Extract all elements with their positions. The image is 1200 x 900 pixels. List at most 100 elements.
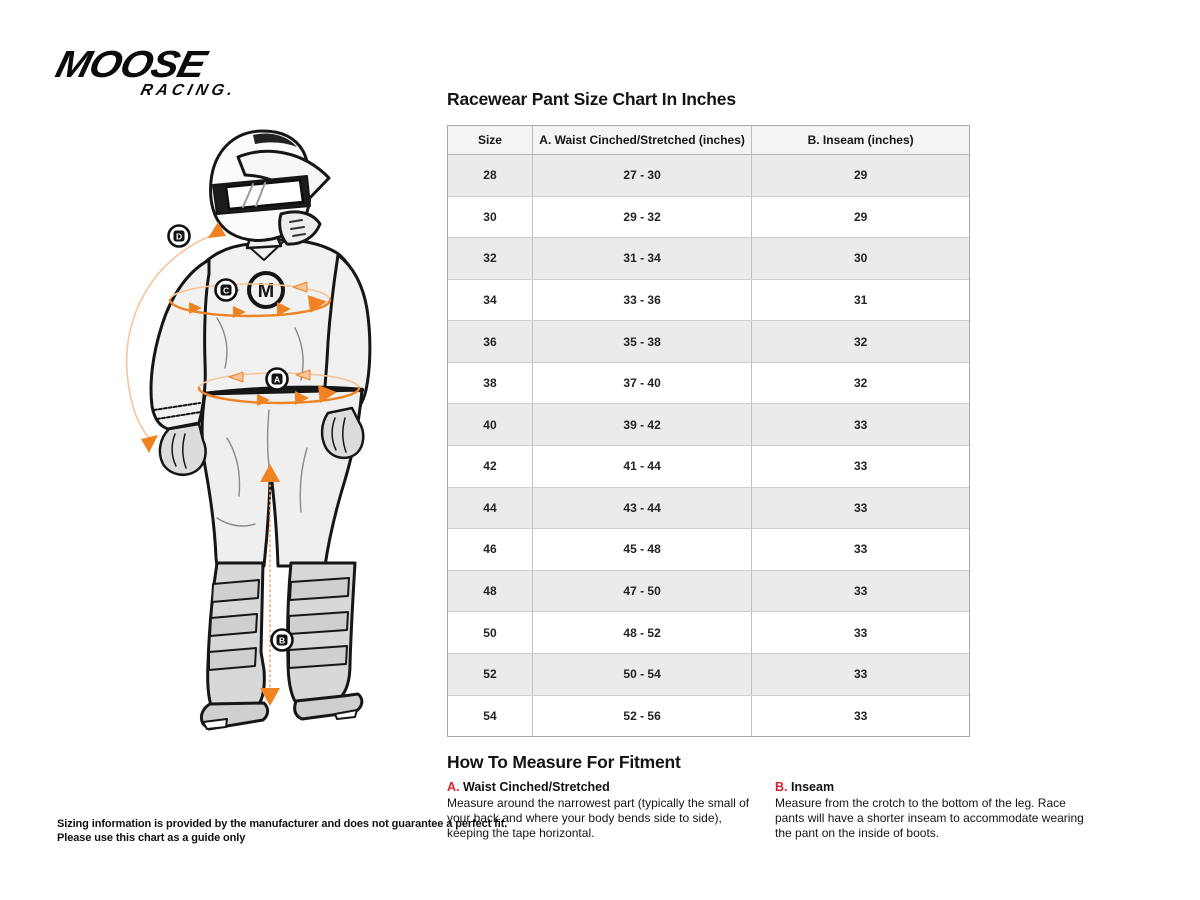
table-cell: 29 bbox=[853, 209, 868, 224]
table-cell: 50 - 54 bbox=[533, 653, 753, 695]
jersey-left-arm bbox=[149, 258, 211, 431]
table-cell: 41 - 44 bbox=[533, 446, 753, 487]
table-cell: 33 bbox=[853, 667, 868, 682]
table-row: 28 27 - 30 29 bbox=[448, 155, 969, 197]
size-chart-title: Racewear Pant Size Chart In Inches bbox=[447, 89, 736, 109]
table-header-cell: Size bbox=[448, 126, 533, 154]
left-glove-fingers bbox=[171, 433, 187, 469]
table-row: 36 35 - 38 32 bbox=[448, 321, 969, 363]
svg-text:A: A bbox=[274, 374, 280, 384]
marker-d: D bbox=[167, 224, 191, 248]
table-row: 42 41 - 44 33 bbox=[448, 446, 969, 488]
table-cell: 33 - 36 bbox=[533, 279, 753, 321]
table-cell: 29 - 32 bbox=[533, 196, 753, 238]
measure-item: A. Waist Cinched/Stretched Measure around… bbox=[447, 780, 755, 840]
measure-items: A. Waist Cinched/Stretched Measure around… bbox=[447, 780, 1091, 840]
chest-measure bbox=[168, 281, 332, 318]
table-body: 28 27 - 30 29 30 29 - 32 29 32 31 - 34 30 34 33 - … bbox=[448, 155, 969, 737]
table-header-cell: B. Inseam (inches) bbox=[807, 133, 914, 147]
measure-label: Waist Cinched/Stretched bbox=[462, 780, 610, 794]
right-boot bbox=[286, 561, 364, 721]
table-cell: 40 bbox=[448, 404, 533, 446]
table-cell: 38 bbox=[448, 362, 533, 404]
table-cell: 43 - 44 bbox=[533, 487, 753, 529]
table-cell: 34 bbox=[448, 279, 533, 321]
table-cell: 35 - 38 bbox=[533, 321, 753, 362]
table-cell: 52 - 56 bbox=[533, 695, 753, 737]
measure-letter: A. bbox=[447, 780, 463, 794]
table-header-row: Size A. Waist Cinched/Stretched (inches) B… bbox=[448, 126, 969, 155]
table-row: 46 45 - 48 33 bbox=[448, 529, 969, 571]
helmet bbox=[209, 129, 331, 246]
table-cell: 46 bbox=[448, 529, 533, 570]
table-cell: 39 - 42 bbox=[533, 404, 753, 446]
table-cell: 32 bbox=[853, 334, 868, 349]
size-table: Size A. Waist Cinched/Stretched (inches) B… bbox=[447, 125, 970, 737]
table-cell: 37 - 40 bbox=[533, 362, 753, 404]
chin-vents bbox=[289, 219, 306, 237]
measure-item-heading: B. Inseam bbox=[775, 780, 1091, 794]
table-cell: 54 bbox=[448, 695, 533, 737]
table-cell: 33 bbox=[853, 417, 868, 432]
table-row: 48 47 - 50 33 bbox=[448, 570, 969, 613]
table-cell: 30 bbox=[853, 251, 868, 266]
marker-c: C bbox=[214, 278, 238, 302]
svg-text:M: M bbox=[258, 280, 275, 302]
table-row: 30 29 - 32 29 bbox=[448, 196, 969, 239]
table-row: 54 52 - 56 33 bbox=[448, 695, 969, 737]
measure-description: Measure from the crotch to the bottom of… bbox=[775, 796, 1084, 840]
table-cell: 50 bbox=[448, 612, 533, 653]
table-cell: 44 bbox=[448, 487, 533, 529]
measure-letter: B. bbox=[775, 780, 791, 794]
table-cell: 45 - 48 bbox=[533, 529, 753, 570]
how-to-measure-title: How To Measure For Fitment bbox=[447, 752, 681, 772]
table-cell: 33 bbox=[853, 459, 868, 474]
table-cell: 33 bbox=[853, 584, 868, 599]
table-row: 34 33 - 36 31 bbox=[448, 279, 969, 322]
table-cell: 32 bbox=[853, 376, 868, 391]
table-cell: 31 bbox=[853, 293, 868, 308]
table-row: 38 37 - 40 32 bbox=[448, 362, 969, 405]
table-row: 32 31 - 34 30 bbox=[448, 238, 969, 280]
svg-text:D: D bbox=[176, 231, 182, 241]
table-cell: 48 bbox=[448, 570, 533, 612]
measure-item: B. Inseam Measure from the crotch to the … bbox=[775, 780, 1091, 840]
right-glove-fingers bbox=[331, 417, 347, 453]
table-cell: 36 bbox=[448, 321, 533, 362]
svg-text:C: C bbox=[223, 285, 229, 295]
goggle-shine bbox=[242, 182, 266, 208]
left-cuff-line bbox=[153, 402, 202, 420]
table-cell: 33 bbox=[853, 708, 868, 723]
table-cell: 27 - 30 bbox=[533, 155, 753, 196]
measure-description: Measure around the narrowest part (typic… bbox=[447, 796, 750, 840]
sleeve-arc-bottom-arrow bbox=[141, 435, 158, 453]
table-cell: 33 bbox=[853, 542, 868, 557]
pants-wrinkles bbox=[216, 409, 308, 527]
jersey-moose-logo: M bbox=[247, 271, 285, 309]
table-cell: 29 bbox=[853, 168, 868, 183]
disclaimer-text: Sizing information is provided by the ma… bbox=[57, 817, 507, 845]
table-row: 52 50 - 54 33 bbox=[448, 653, 969, 696]
waist-measure bbox=[197, 369, 361, 406]
table-cell: 28 bbox=[448, 155, 533, 196]
table-cell: 32 bbox=[448, 238, 533, 279]
logo-word-moose: MOOSE bbox=[51, 42, 210, 86]
table-cell: 42 bbox=[448, 446, 533, 487]
table-cell: 52 bbox=[448, 653, 533, 695]
table-cell: 33 bbox=[853, 625, 868, 640]
moose-racing-logo: MOOSE RACING. bbox=[48, 42, 252, 100]
table-header-cell: A. Waist Cinched/Stretched (inches) bbox=[533, 126, 753, 154]
disclaimer-line-1: Sizing information is provided by the ma… bbox=[57, 818, 508, 830]
marker-a: A bbox=[265, 367, 289, 391]
inseam-measure bbox=[260, 464, 280, 706]
measure-label: Inseam bbox=[790, 780, 835, 794]
svg-text:B: B bbox=[279, 635, 285, 645]
table-cell: 47 - 50 bbox=[533, 570, 753, 612]
table-row: 44 43 - 44 33 bbox=[448, 487, 969, 530]
measure-item-heading: A. Waist Cinched/Stretched bbox=[447, 780, 755, 794]
left-boot bbox=[199, 561, 270, 731]
table-cell: 48 - 52 bbox=[533, 612, 753, 653]
marker-b: B bbox=[270, 628, 294, 652]
rider-measurement-diagram: M bbox=[125, 129, 372, 731]
